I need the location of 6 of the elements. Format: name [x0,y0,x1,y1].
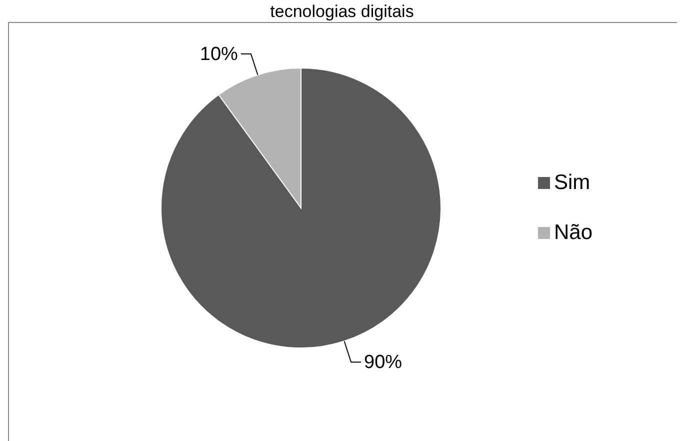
data-label: 10% [200,44,238,65]
data-label: 90% [364,352,402,374]
pie-slice [160,68,442,348]
legend-label: Não [554,221,593,245]
legend-label: Sim [554,171,590,195]
chart-title: tecnologias digitais [269,2,415,22]
